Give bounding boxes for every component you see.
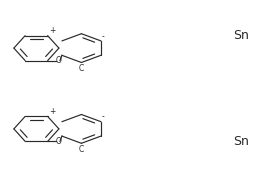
Text: +: +	[49, 27, 55, 35]
Text: Sn: Sn	[233, 135, 249, 148]
Text: C: C	[79, 144, 84, 153]
Text: -: -	[102, 32, 105, 41]
Text: C: C	[79, 64, 84, 73]
Text: -: -	[102, 113, 105, 122]
Text: +: +	[49, 107, 55, 116]
Text: O: O	[55, 137, 61, 146]
Text: Sn: Sn	[233, 29, 249, 42]
Text: O: O	[55, 56, 61, 65]
